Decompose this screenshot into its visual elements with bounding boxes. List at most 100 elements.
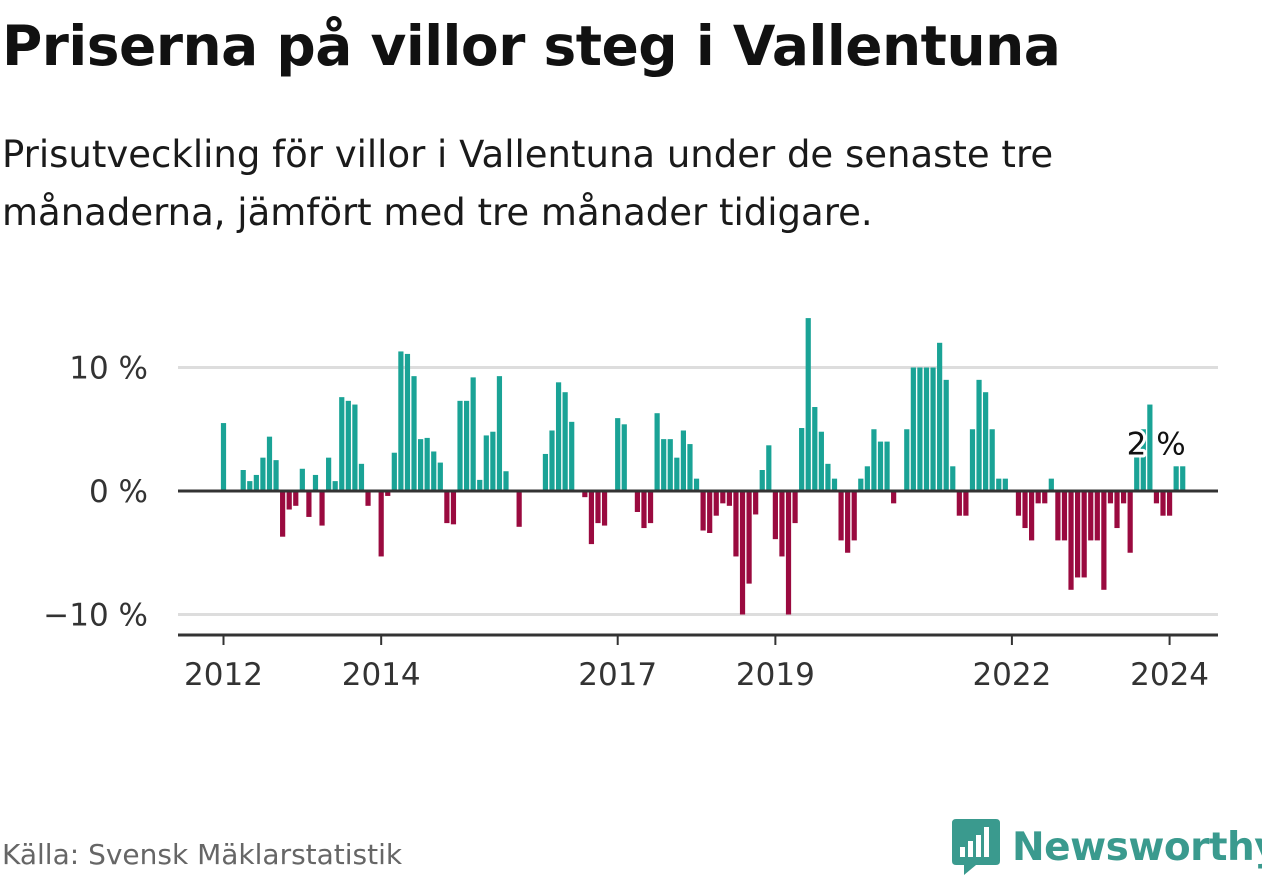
bar bbox=[358, 463, 365, 491]
bar bbox=[418, 439, 424, 491]
bar bbox=[1094, 491, 1100, 541]
x-tick-label: 2022 bbox=[972, 657, 1051, 693]
bar bbox=[220, 423, 227, 491]
bar bbox=[424, 437, 430, 491]
bar bbox=[253, 474, 259, 491]
bar bbox=[490, 431, 496, 491]
bar bbox=[1061, 491, 1068, 541]
bar bbox=[1055, 491, 1061, 541]
bar bbox=[562, 392, 568, 491]
bar bbox=[674, 457, 680, 491]
bar bbox=[385, 491, 391, 496]
y-tick-label: 10 % bbox=[69, 351, 148, 387]
bar bbox=[437, 462, 443, 491]
bar bbox=[799, 428, 805, 491]
bar bbox=[503, 471, 509, 491]
bar bbox=[1180, 466, 1186, 491]
bar bbox=[312, 474, 319, 491]
bar bbox=[877, 441, 884, 491]
bar bbox=[930, 367, 936, 491]
bar bbox=[1160, 491, 1166, 516]
bar bbox=[739, 491, 746, 615]
x-axis-labels: 2012 2014 2017 2019 2022 2024 bbox=[184, 635, 1209, 693]
bar bbox=[1048, 478, 1054, 491]
bar bbox=[733, 491, 739, 557]
bar bbox=[680, 430, 686, 492]
bar bbox=[831, 478, 838, 491]
chart-subtitle: Prisutveckling för villor i Vallentuna u… bbox=[2, 133, 1054, 234]
y-tick-label: 0 % bbox=[89, 474, 148, 510]
x-tick-label: 2012 bbox=[184, 657, 263, 693]
bar bbox=[1002, 478, 1008, 491]
bar bbox=[588, 491, 595, 545]
bar bbox=[595, 491, 601, 524]
bar bbox=[444, 491, 450, 524]
x-tick-label: 2019 bbox=[736, 657, 815, 693]
bar bbox=[634, 491, 641, 512]
bar bbox=[457, 400, 463, 491]
bar bbox=[910, 367, 916, 491]
bar bbox=[746, 491, 752, 584]
bar bbox=[621, 424, 627, 491]
annotations: 2 % bbox=[1124, 423, 1189, 465]
bar bbox=[1088, 491, 1094, 541]
bar bbox=[404, 353, 411, 491]
bar bbox=[615, 418, 621, 491]
bar bbox=[266, 436, 273, 491]
bar bbox=[983, 392, 989, 491]
chart-title: Priserna på villor steg i Vallentuna bbox=[2, 14, 1061, 78]
bar bbox=[818, 431, 824, 491]
bar bbox=[963, 491, 969, 516]
y-tick-label: −10 % bbox=[43, 598, 148, 634]
bar bbox=[582, 491, 588, 498]
x-tick-label: 2024 bbox=[1130, 657, 1209, 693]
bar bbox=[1015, 491, 1022, 516]
bar bbox=[812, 407, 818, 491]
bar bbox=[1120, 491, 1127, 504]
newsworthy-logo-icon bbox=[952, 819, 1000, 875]
bar bbox=[976, 379, 982, 491]
bar bbox=[391, 452, 397, 491]
bar bbox=[838, 491, 844, 541]
bar bbox=[996, 478, 1002, 491]
bar bbox=[1068, 491, 1074, 590]
bar bbox=[792, 491, 798, 524]
bar bbox=[766, 445, 772, 492]
bar bbox=[378, 491, 384, 557]
bar bbox=[713, 491, 719, 516]
bar bbox=[693, 478, 700, 491]
bar bbox=[726, 491, 732, 506]
bar bbox=[969, 429, 976, 491]
bar bbox=[240, 470, 246, 491]
bar bbox=[601, 491, 608, 526]
bar bbox=[542, 453, 549, 491]
bar bbox=[1107, 491, 1114, 504]
y-axis-labels: 10 % 0 % −10 % bbox=[43, 351, 148, 634]
grid-lines bbox=[178, 366, 1218, 616]
bar bbox=[345, 400, 351, 491]
bar bbox=[720, 491, 726, 504]
bar bbox=[904, 429, 910, 491]
newsworthy-logo[interactable]: Newsworthy bbox=[950, 817, 1262, 877]
bar bbox=[937, 342, 943, 491]
bar bbox=[989, 429, 995, 491]
bar bbox=[431, 451, 437, 491]
bar bbox=[260, 457, 266, 491]
bar bbox=[871, 429, 877, 491]
bar bbox=[1042, 491, 1048, 504]
bar bbox=[707, 491, 713, 533]
bar bbox=[319, 491, 325, 526]
bar bbox=[273, 460, 279, 492]
bar bbox=[411, 376, 417, 491]
bar bbox=[956, 491, 962, 516]
bar bbox=[339, 397, 345, 491]
bar bbox=[772, 491, 778, 540]
bar bbox=[641, 491, 647, 529]
bar bbox=[647, 491, 654, 524]
bar-chart: 10 % 0 % −10 % 2012 2014 2017 2019 2022 2024 2 … bbox=[43, 318, 1218, 693]
bar bbox=[884, 441, 890, 491]
bar bbox=[352, 404, 358, 491]
bar bbox=[785, 491, 792, 615]
bar bbox=[326, 457, 332, 491]
bar bbox=[549, 430, 555, 492]
